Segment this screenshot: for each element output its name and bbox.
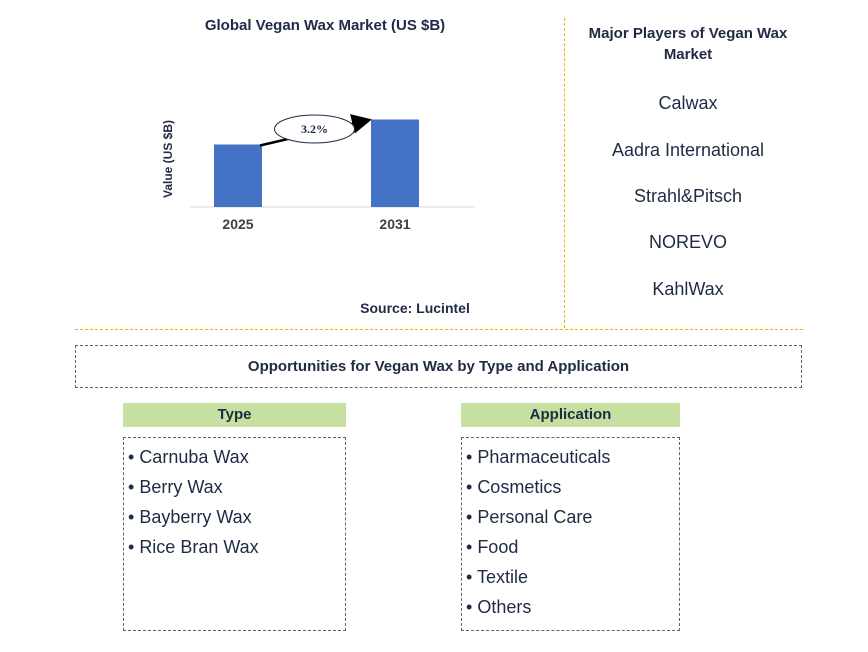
application-header: Application <box>461 403 680 427</box>
player-item: KahlWax <box>652 279 724 299</box>
application-item: Others <box>466 592 679 622</box>
players-title: Major Players of Vegan Wax Market <box>588 25 788 63</box>
type-item: Bayberry Wax <box>128 502 345 532</box>
type-item: Berry Wax <box>128 472 345 502</box>
application-list-box: PharmaceuticalsCosmeticsPersonal CareFoo… <box>461 437 680 631</box>
cagr-ellipse <box>274 114 355 144</box>
player-item: NOREVO <box>648 232 727 252</box>
horizontal-divider <box>75 329 803 330</box>
application-list: PharmaceuticalsCosmeticsPersonal CareFoo… <box>462 438 679 622</box>
bar <box>371 119 419 207</box>
x-tick-label: 2025 <box>222 216 253 232</box>
type-header: Type <box>123 403 346 427</box>
bar <box>214 144 262 207</box>
opportunities-title: Opportunities for Vegan Wax by Type and … <box>75 345 802 388</box>
application-item: Cosmetics <box>466 472 679 502</box>
application-item: Personal Care <box>466 502 679 532</box>
bar-chart: Value (US $B) 2025 2031 3.2% <box>161 114 475 232</box>
type-item: Carnuba Wax <box>128 442 345 472</box>
player-item: Aadra International <box>611 140 765 160</box>
vertical-divider <box>564 18 565 328</box>
x-tick-label: 2031 <box>379 216 410 232</box>
chart-title: Global Vegan Wax Market (US $B) <box>204 17 446 34</box>
application-item: Pharmaceuticals <box>466 442 679 472</box>
application-item: Food <box>466 532 679 562</box>
player-item: Calwax <box>658 93 718 113</box>
player-item: Strahl&Pitsch <box>633 186 743 206</box>
y-axis-label: Value (US $B) <box>161 120 175 198</box>
type-list-box: Carnuba WaxBerry WaxBayberry WaxRice Bra… <box>123 437 346 631</box>
type-list: Carnuba WaxBerry WaxBayberry WaxRice Bra… <box>124 438 345 562</box>
application-item: Textile <box>466 562 679 592</box>
cagr-label: 3.2% <box>301 122 328 136</box>
type-item: Rice Bran Wax <box>128 532 345 562</box>
source-label: Source: Lucintel <box>360 300 470 316</box>
